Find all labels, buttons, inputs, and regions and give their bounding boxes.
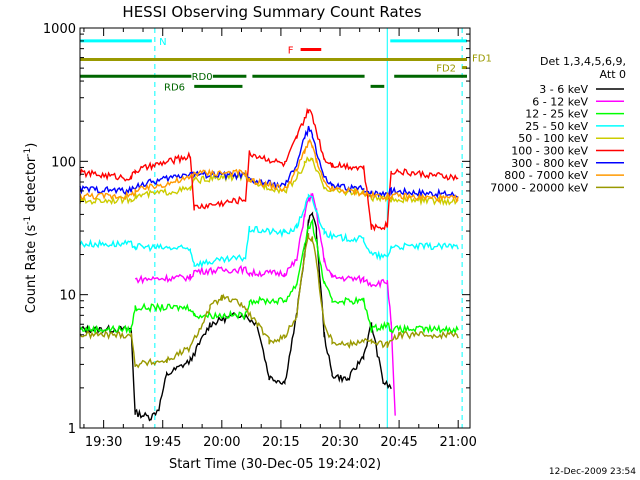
y-axis-label: Count Rate (s-1 detector-1) <box>23 143 39 314</box>
series-line-2 <box>79 217 459 336</box>
legend-label-0: 3 - 6 keV <box>539 83 588 96</box>
plot-frame <box>79 27 471 429</box>
annotation-label-n: N <box>159 37 166 48</box>
series-line-5 <box>79 107 459 232</box>
y-tick-label-3: 1000 <box>43 22 76 37</box>
chart-title: HESSI Observing Summary Count Rates <box>122 3 421 21</box>
series-6 <box>79 125 459 199</box>
x-tick-label-6: 21:00 <box>439 435 476 450</box>
annotation-rd6: RD6 <box>163 81 385 93</box>
legend-label-7: 800 - 7000 keV <box>504 169 588 182</box>
x-tick-label-4: 20:30 <box>321 435 358 450</box>
legend-label-6: 300 - 800 keV <box>511 157 588 170</box>
series-line-6 <box>79 125 459 199</box>
legend-label-8: 7000 - 20000 keV <box>490 181 588 194</box>
series-1 <box>135 192 396 416</box>
annotation-label-fd1: FD1 <box>472 54 492 65</box>
x-tick-label-2: 20:00 <box>203 435 240 450</box>
series-line-8 <box>79 232 459 369</box>
series-4 <box>79 156 459 207</box>
footer-timestamp: 12-Dec-2009 23:54 <box>549 467 636 477</box>
annotation-fd1: FD1 <box>80 54 492 65</box>
legend-label-1: 6 - 12 keV <box>532 95 588 108</box>
axes: 19:30 19:45 20:00 20:15 20:30 20:45 21:00 1 10 10… <box>43 22 477 450</box>
annotation-label-f: F <box>288 45 294 56</box>
annotation-n: N <box>80 37 467 48</box>
series-2 <box>79 217 459 336</box>
series-line-4 <box>79 156 459 207</box>
annotation-label-bg-rd6 <box>163 81 186 92</box>
series-5 <box>79 107 459 232</box>
x-tick-label-0: 19:30 <box>85 435 122 450</box>
x-tick-label-1: 19:45 <box>144 435 181 450</box>
annotation-rd0: RD0 <box>80 71 467 83</box>
series-line-1 <box>135 192 396 416</box>
series-line-7 <box>79 138 459 203</box>
legend-label-2: 12 - 25 keV <box>525 108 588 121</box>
series-7 <box>79 138 459 203</box>
instrument-state-bars: N F FD1 FD2 RD0 RD6 <box>80 37 492 93</box>
x-tick-label-3: 20:15 <box>262 435 299 450</box>
y-tick-label-0: 1 <box>68 422 76 437</box>
series-3 <box>79 193 459 269</box>
series-line-3 <box>79 193 459 269</box>
annotation-label-fd2: FD2 <box>436 64 456 75</box>
annotation-label-rd6: RD6 <box>164 82 185 93</box>
plot-area <box>79 28 463 428</box>
annotation-label-rd0: RD0 <box>192 72 213 83</box>
legend-label-4: 50 - 100 keV <box>518 132 588 145</box>
y-tick-label-1: 10 <box>59 289 76 304</box>
legend-title-line-0: Det 1,3,4,5,6,9, <box>540 55 626 68</box>
x-axis-label: Start Time (30-Dec-05 19:24:02) <box>169 457 381 472</box>
series-8 <box>79 232 459 369</box>
y-tick-label-2: 100 <box>51 155 76 170</box>
annotation-fd2: FD2 <box>436 64 467 75</box>
x-tick-label-5: 20:45 <box>380 435 417 450</box>
legend-label-5: 100 - 300 keV <box>511 145 588 158</box>
legend-title-line-1: Att 0 <box>600 68 626 81</box>
legend-label-3: 25 - 50 keV <box>525 120 588 133</box>
annotation-label-bg-rd0 <box>191 71 213 82</box>
annotation-f: F <box>288 45 322 56</box>
